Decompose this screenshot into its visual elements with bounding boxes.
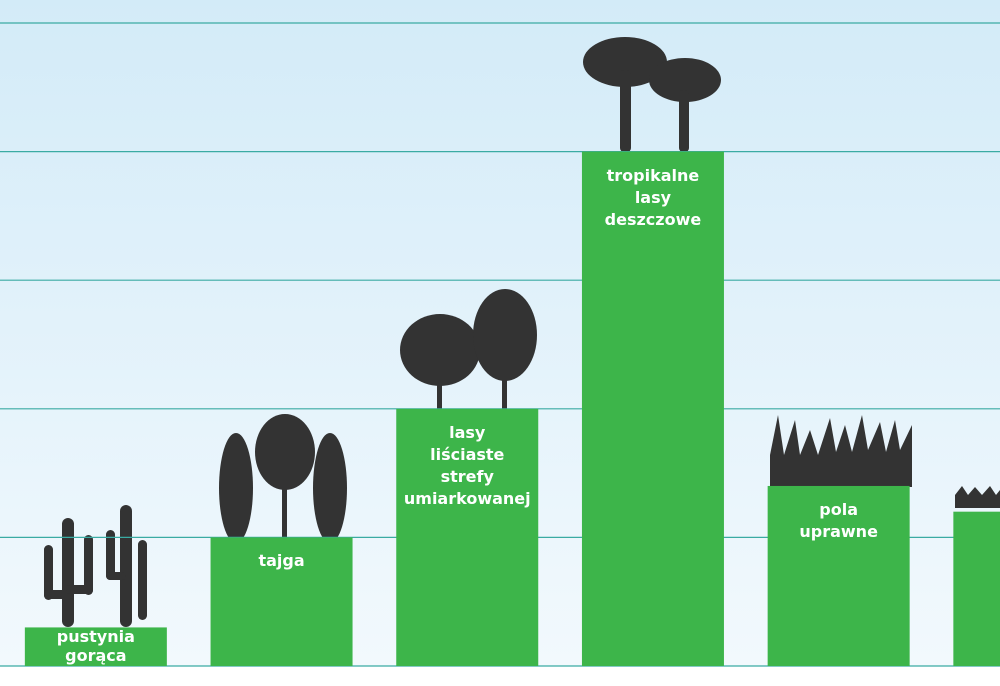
- bar: [767, 485, 910, 666]
- bar: [581, 151, 724, 667]
- bar-label: pustynia gorąca: [56, 627, 135, 666]
- bar: [953, 511, 1000, 666]
- bar-label: pola uprawne: [799, 499, 878, 541]
- decorations: [44, 37, 1000, 627]
- bar: [210, 537, 353, 666]
- bar-label: tropikalne lasy deszczowe: [604, 165, 702, 229]
- bar: [396, 408, 539, 666]
- bar: [24, 627, 167, 666]
- bar-label: tajga: [258, 551, 305, 571]
- bar-label: lasy liściaste strefy umiarkowanej: [403, 422, 531, 508]
